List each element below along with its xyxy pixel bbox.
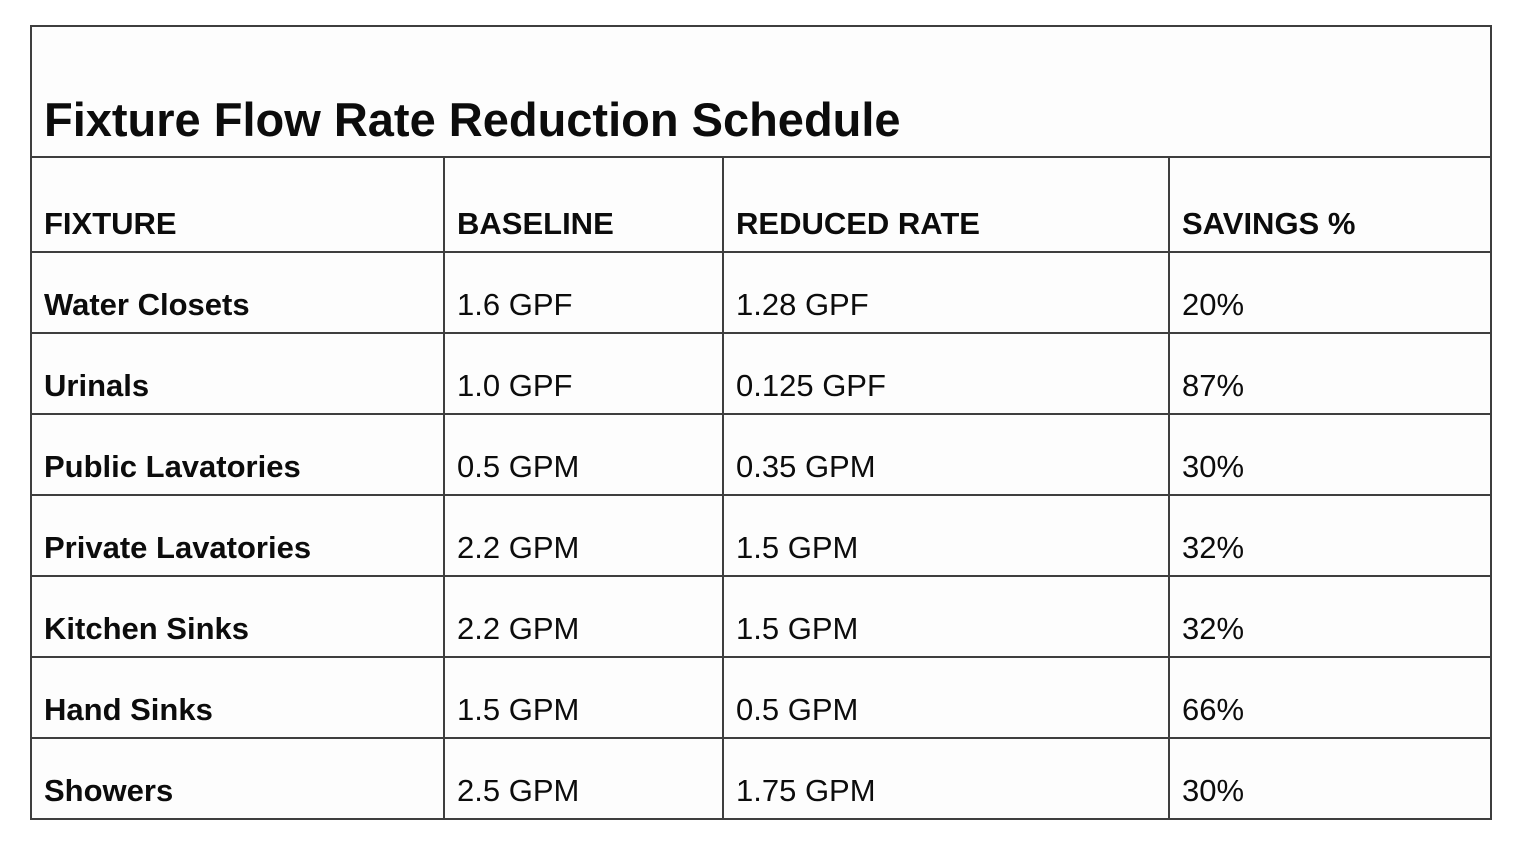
savings-cell: 87% — [1168, 332, 1492, 415]
fixture-name-cell: Urinals — [30, 332, 445, 415]
table-row: Water Closets 1.6 GPF 1.28 GPF 20% — [30, 251, 1492, 334]
header-row: FIXTURE BASELINE REDUCED RATE SAVINGS % — [30, 156, 1492, 253]
baseline-cell: 1.6 GPF — [443, 251, 724, 334]
column-header-baseline: BASELINE — [443, 156, 724, 253]
baseline-cell: 2.2 GPM — [443, 575, 724, 658]
reduced-rate-cell: 0.5 GPM — [722, 656, 1170, 739]
table-row: Urinals 1.0 GPF 0.125 GPF 87% — [30, 332, 1492, 415]
baseline-cell: 2.5 GPM — [443, 737, 724, 820]
reduced-rate-cell: 1.28 GPF — [722, 251, 1170, 334]
title-row: Fixture Flow Rate Reduction Schedule — [30, 25, 1492, 158]
table-title: Fixture Flow Rate Reduction Schedule — [30, 25, 1492, 158]
savings-cell: 32% — [1168, 575, 1492, 658]
baseline-cell: 0.5 GPM — [443, 413, 724, 496]
reduced-rate-cell: 0.35 GPM — [722, 413, 1170, 496]
fixture-name-cell: Showers — [30, 737, 445, 820]
fixture-name-cell: Private Lavatories — [30, 494, 445, 577]
savings-cell: 32% — [1168, 494, 1492, 577]
baseline-cell: 2.2 GPM — [443, 494, 724, 577]
table-row: Kitchen Sinks 2.2 GPM 1.5 GPM 32% — [30, 575, 1492, 658]
reduced-rate-cell: 1.75 GPM — [722, 737, 1170, 820]
fixture-name-cell: Public Lavatories — [30, 413, 445, 496]
column-header-reduced-rate: REDUCED RATE — [722, 156, 1170, 253]
savings-cell: 66% — [1168, 656, 1492, 739]
fixture-flow-rate-table: Fixture Flow Rate Reduction Schedule FIX… — [30, 25, 1492, 820]
table-row: Private Lavatories 2.2 GPM 1.5 GPM 32% — [30, 494, 1492, 577]
baseline-cell: 1.5 GPM — [443, 656, 724, 739]
baseline-cell: 1.0 GPF — [443, 332, 724, 415]
savings-cell: 30% — [1168, 737, 1492, 820]
reduced-rate-cell: 1.5 GPM — [722, 575, 1170, 658]
savings-cell: 20% — [1168, 251, 1492, 334]
fixture-name-cell: Water Closets — [30, 251, 445, 334]
fixture-name-cell: Hand Sinks — [30, 656, 445, 739]
reduced-rate-cell: 1.5 GPM — [722, 494, 1170, 577]
savings-cell: 30% — [1168, 413, 1492, 496]
reduced-rate-cell: 0.125 GPF — [722, 332, 1170, 415]
table-row: Showers 2.5 GPM 1.75 GPM 30% — [30, 737, 1492, 820]
table-row: Public Lavatories 0.5 GPM 0.35 GPM 30% — [30, 413, 1492, 496]
column-header-fixture: FIXTURE — [30, 156, 445, 253]
column-header-savings: SAVINGS % — [1168, 156, 1492, 253]
fixture-name-cell: Kitchen Sinks — [30, 575, 445, 658]
table-row: Hand Sinks 1.5 GPM 0.5 GPM 66% — [30, 656, 1492, 739]
